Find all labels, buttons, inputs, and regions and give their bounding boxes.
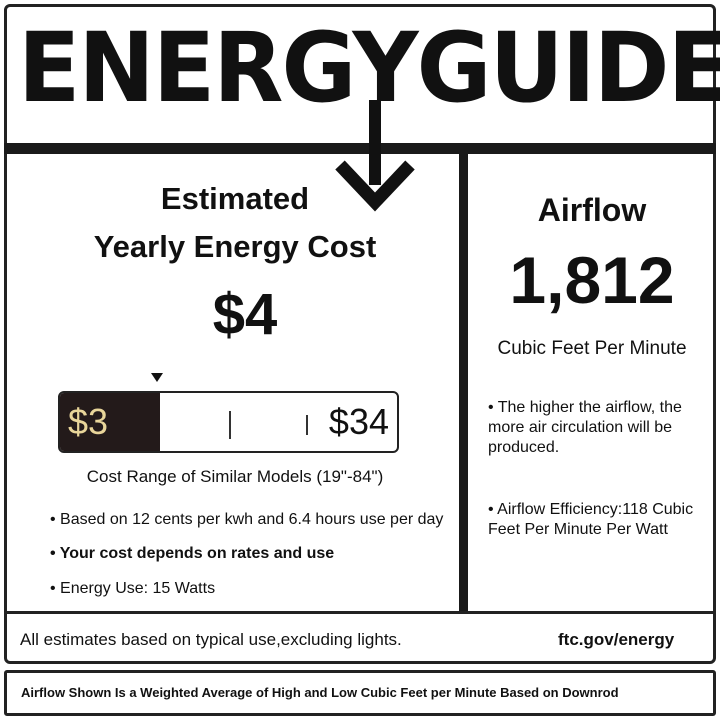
- footer-divider: [4, 611, 716, 614]
- cost-marker-icon: [151, 373, 163, 382]
- range-tick: [229, 411, 231, 439]
- footer-note: All estimates based on typical use,exclu…: [20, 630, 402, 649]
- cost-range-bar: $3 $34: [58, 391, 399, 453]
- label-frame: [4, 4, 716, 664]
- cost-heading-line2: Yearly Energy Cost: [93, 229, 377, 264]
- airflow-efficiency: • Airflow Efficiency:118 Cubic Feet Per …: [488, 501, 694, 538]
- cost-heading-line1: Estimated: [160, 181, 310, 216]
- yearly-cost-value: $4: [212, 282, 278, 347]
- arrow-down-icon: [335, 100, 415, 212]
- disclaimer-box: Airflow Shown Is a Weighted Average of H…: [4, 670, 716, 716]
- energy-use-bullet: • Energy Use: 15 Watts: [50, 580, 216, 597]
- airflow-unit: Cubic Feet Per Minute: [497, 338, 687, 359]
- airflow-value: 1,812: [509, 243, 675, 317]
- cost-range-fill: [60, 393, 160, 451]
- column-divider: [459, 150, 468, 614]
- range-high: $34: [328, 401, 389, 442]
- range-tick: [306, 415, 308, 435]
- airflow-heading: Airflow: [537, 192, 647, 228]
- ftc-link[interactable]: ftc.gov/energy: [558, 630, 675, 649]
- cost-basis-bullet: • Based on 12 cents per kwh and 6.4 hour…: [50, 511, 444, 528]
- range-caption: Cost Range of Similar Models (19"-84"): [86, 467, 384, 486]
- header-divider: [4, 143, 716, 154]
- cost-rates-bullet: • Your cost depends on rates and use: [50, 545, 335, 562]
- disclaimer-text: Airflow Shown Is a Weighted Average of H…: [21, 685, 619, 700]
- range-low: $3: [68, 401, 109, 442]
- airflow-note: • The higher the airflow, the more air c…: [488, 399, 682, 456]
